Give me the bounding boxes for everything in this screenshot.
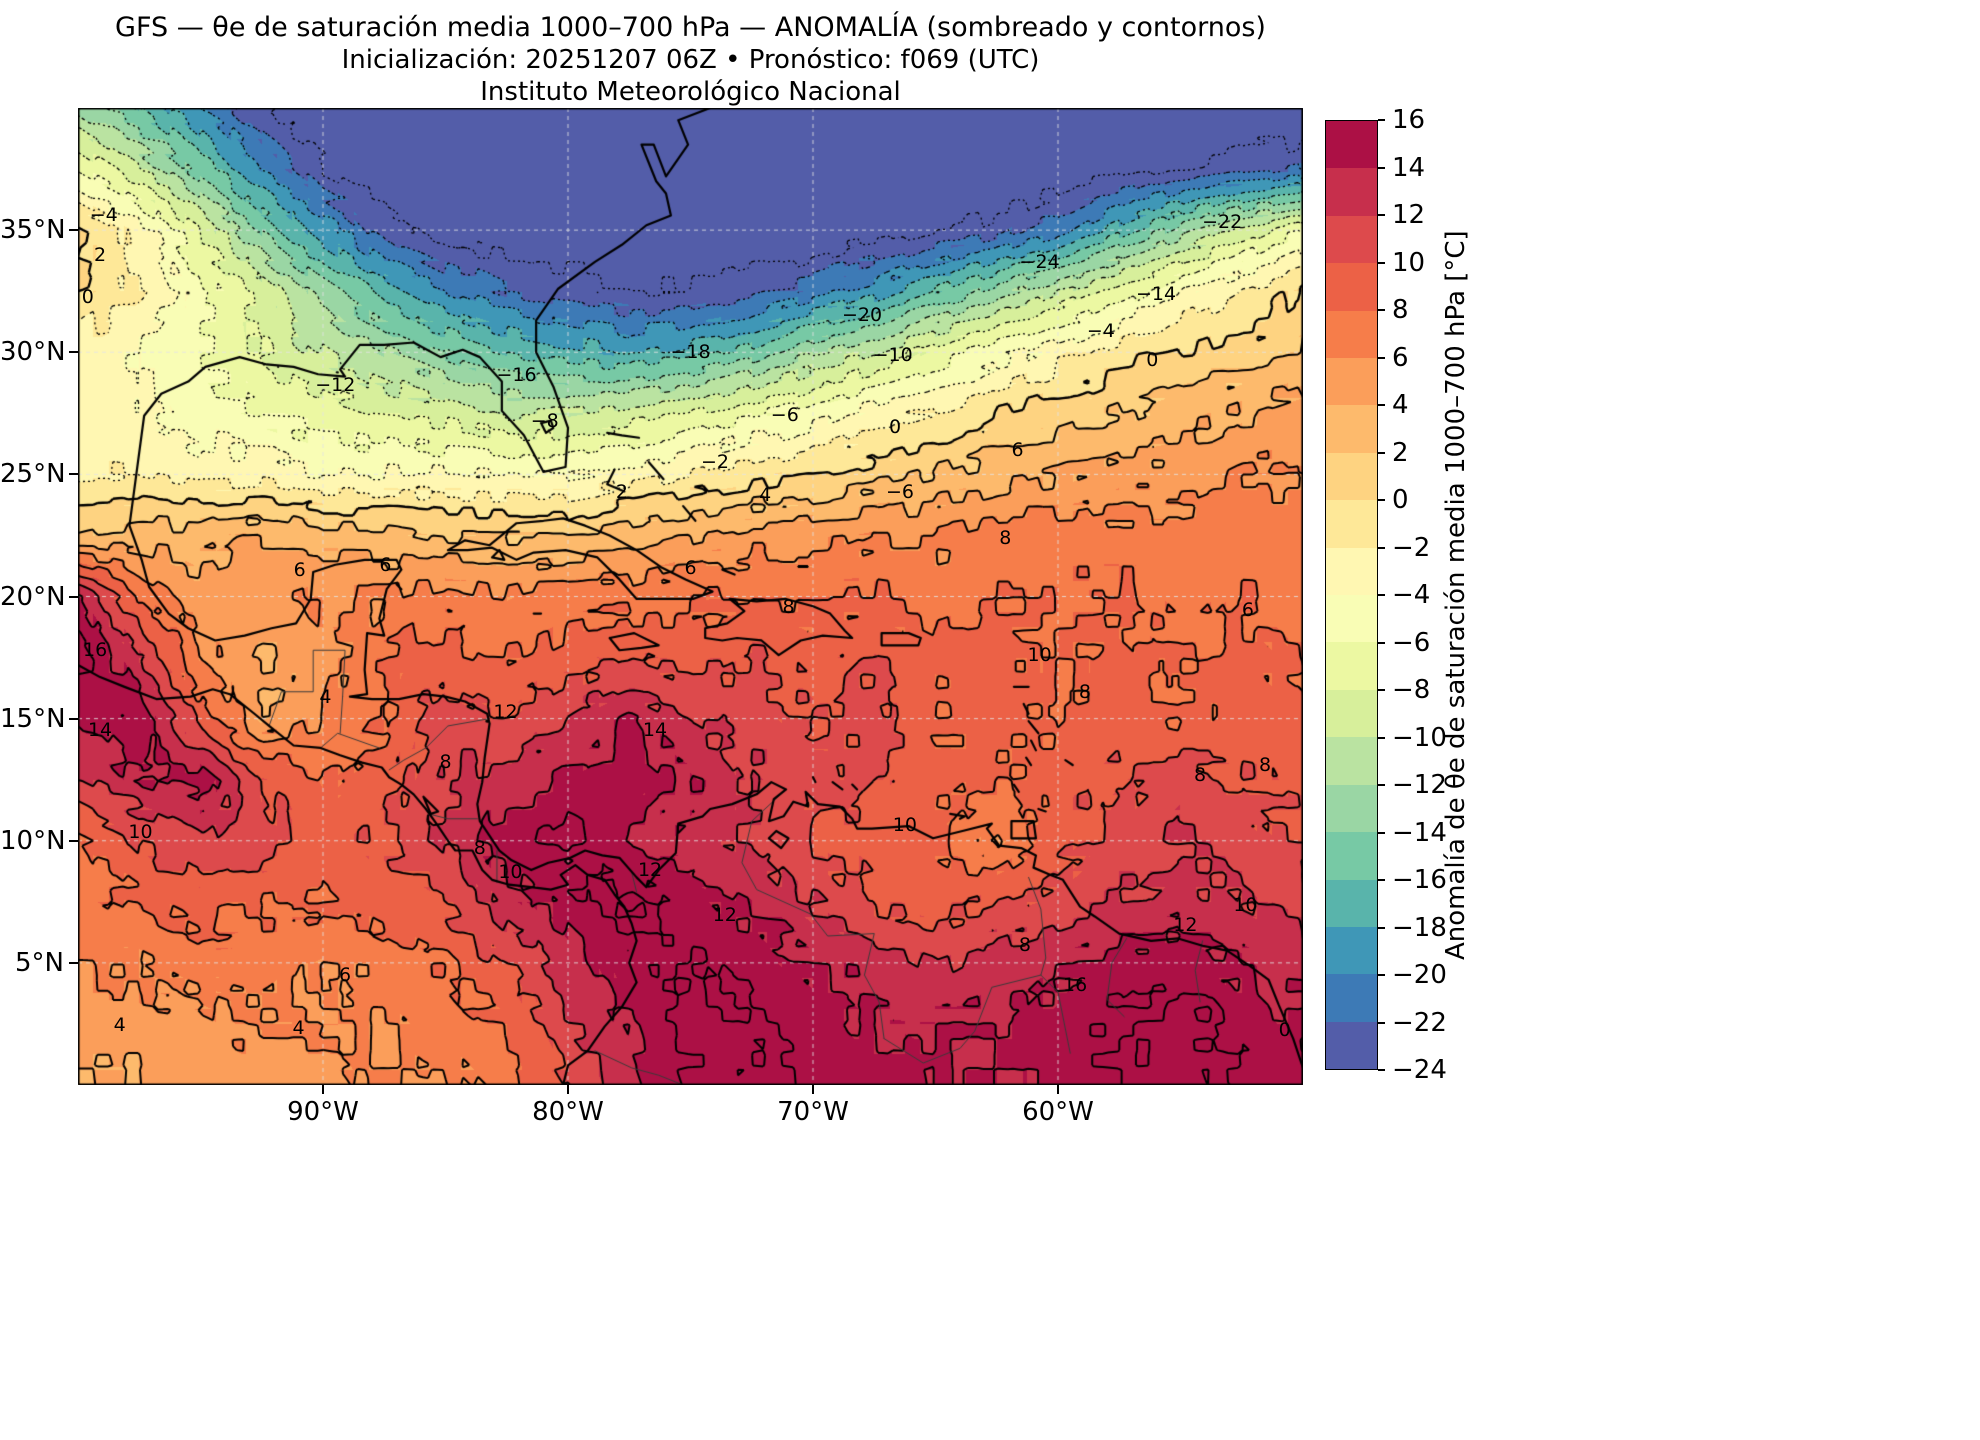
colorbar-tick-label: −20 — [1392, 960, 1447, 990]
colorbar-segment — [1326, 879, 1377, 927]
colorbar — [1325, 120, 1378, 1070]
colorbar-gradient — [1326, 121, 1377, 1070]
colorbar-segment — [1326, 1021, 1377, 1070]
colorbar-tick-mark — [1378, 166, 1385, 169]
colorbar-tick-mark — [1378, 736, 1385, 739]
colorbar-tick-mark — [1378, 831, 1385, 834]
colorbar-tick-mark — [1378, 594, 1385, 596]
x-tick-label: 80°W — [532, 1097, 604, 1127]
colorbar-tick-label: −10 — [1392, 722, 1447, 753]
colorbar-segment — [1326, 215, 1377, 264]
colorbar-tick-label: −8 — [1392, 675, 1431, 705]
colorbar-tick-label: 10 — [1392, 247, 1426, 278]
colorbar-tick-label: 8 — [1392, 295, 1409, 325]
colorbar-segment — [1326, 547, 1377, 596]
x-tick-label: 60°W — [1022, 1097, 1094, 1127]
colorbar-segment — [1326, 121, 1377, 169]
chart-institution: Instituto Meteorológico Nacional — [480, 77, 901, 107]
colorbar-tick-mark — [1378, 214, 1385, 216]
y-tick-mark — [69, 473, 78, 476]
colorbar-tick-mark — [1378, 1069, 1385, 1071]
colorbar-tick-label: −24 — [1392, 1055, 1447, 1085]
y-tick-mark — [69, 839, 78, 842]
colorbar-segment — [1326, 642, 1377, 690]
y-tick-label: 10°N — [0, 825, 66, 856]
colorbar-tick-mark — [1378, 974, 1385, 976]
colorbar-tick-mark — [1378, 1021, 1385, 1024]
colorbar-segment — [1326, 737, 1377, 785]
colorbar-segment — [1326, 452, 1377, 501]
colorbar-tick-mark — [1378, 119, 1385, 121]
colorbar-tick-label: 6 — [1392, 342, 1409, 373]
chart-titles: GFS — θe de saturación media 1000–700 hP… — [78, 12, 1303, 108]
x-tick-mark — [567, 1085, 569, 1094]
colorbar-segment — [1326, 168, 1377, 216]
y-tick-label: 25°N — [0, 459, 66, 490]
colorbar-tick-label: 2 — [1392, 437, 1409, 468]
y-tick-label: 20°N — [0, 581, 66, 612]
x-tick-label: 70°W — [777, 1097, 849, 1127]
colorbar-segment — [1326, 358, 1377, 406]
chart-title: GFS — θe de saturación media 1000–700 hP… — [115, 12, 1266, 43]
colorbar-tick-mark — [1378, 499, 1385, 501]
colorbar-segment — [1326, 974, 1377, 1022]
x-tick-mark — [812, 1085, 814, 1094]
x-tick-mark — [1057, 1085, 1059, 1094]
colorbar-tick-mark — [1378, 356, 1385, 359]
colorbar-segment — [1326, 500, 1377, 548]
chart-subtitle: Inicialización: 20251207 06Z • Pronóstic… — [341, 45, 1040, 75]
y-tick-mark — [69, 717, 78, 720]
colorbar-tick-label: 12 — [1392, 200, 1426, 230]
colorbar-tick-label: 14 — [1392, 152, 1426, 183]
colorbar-tick-mark — [1378, 689, 1385, 691]
colorbar-tick-label: 4 — [1392, 390, 1409, 420]
y-tick-mark — [69, 961, 78, 964]
y-tick-label: 35°N — [0, 215, 66, 246]
colorbar-segment — [1326, 595, 1377, 643]
colorbar-tick-mark — [1378, 641, 1385, 644]
colorbar-segment — [1326, 689, 1377, 738]
x-tick-mark — [322, 1085, 324, 1094]
colorbar-tick-label: 0 — [1392, 485, 1409, 515]
colorbar-tick-mark — [1378, 879, 1385, 881]
colorbar-tick-mark — [1378, 261, 1385, 264]
y-tick-mark — [69, 229, 78, 232]
colorbar-tick-mark — [1378, 404, 1385, 406]
y-tick-mark — [69, 595, 78, 598]
colorbar-tick-label: −18 — [1392, 912, 1447, 943]
colorbar-tick-label: −2 — [1392, 532, 1431, 563]
colorbar-tick-label: −12 — [1392, 770, 1447, 800]
colorbar-tick-label: −22 — [1392, 1007, 1447, 1038]
colorbar-segment — [1326, 405, 1377, 453]
colorbar-tick-mark — [1378, 451, 1385, 454]
y-tick-mark — [69, 351, 78, 354]
colorbar-segment — [1326, 832, 1377, 880]
colorbar-segment — [1326, 926, 1377, 975]
map-plot-canvas — [78, 108, 1303, 1085]
colorbar-tick-mark — [1378, 784, 1385, 786]
colorbar-segment — [1326, 310, 1377, 359]
colorbar-tick-mark — [1378, 546, 1385, 549]
colorbar-segment — [1326, 784, 1377, 833]
colorbar-tick-mark — [1378, 309, 1385, 311]
colorbar-tick-label: −4 — [1392, 580, 1431, 610]
colorbar-tick-label: −6 — [1392, 627, 1431, 658]
colorbar-tick-mark — [1378, 926, 1385, 929]
colorbar-segment — [1326, 263, 1377, 311]
y-tick-label: 5°N — [15, 947, 64, 978]
y-tick-label: 30°N — [0, 337, 66, 368]
y-tick-label: 15°N — [0, 703, 66, 734]
colorbar-tick-label: 16 — [1392, 105, 1426, 135]
x-tick-label: 90°W — [287, 1097, 359, 1127]
colorbar-tick-label: −16 — [1392, 865, 1447, 895]
colorbar-tick-label: −14 — [1392, 817, 1447, 848]
